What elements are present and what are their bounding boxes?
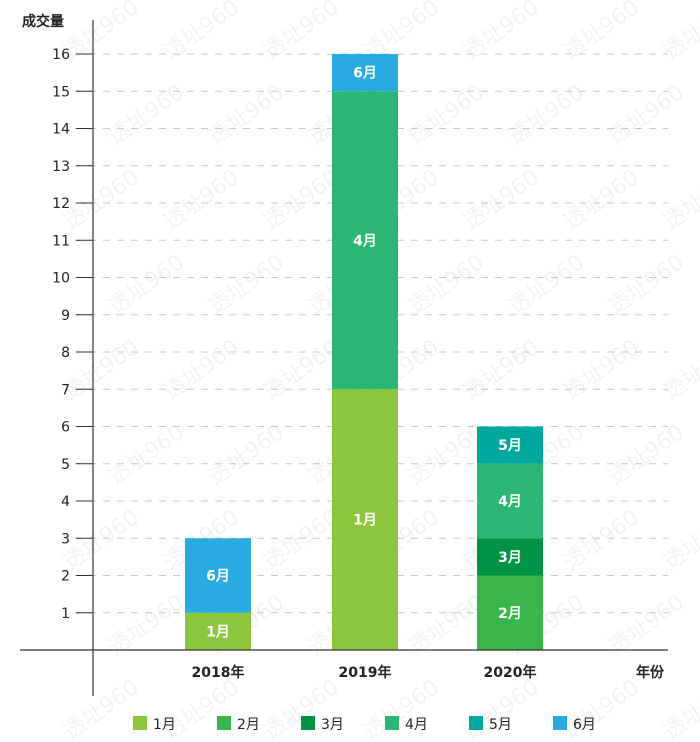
y-tick-label: 9 — [61, 308, 70, 324]
y-tick-label: 12 — [52, 196, 70, 212]
x-axis-ticks: 2018年 2019年 2020年 — [192, 664, 537, 681]
watermark-text: 透址960 — [559, 165, 644, 235]
bar-segment-label: 3月 — [498, 550, 522, 566]
y-tick-label: 5 — [61, 457, 70, 473]
y-tick-label: 6 — [61, 420, 70, 436]
bar-segment-label: 2月 — [498, 606, 522, 622]
watermark-text: 透址960 — [259, 335, 344, 405]
watermark-text: 透址960 — [404, 250, 489, 320]
legend-swatch — [301, 716, 315, 730]
watermark-text: 透址960 — [504, 80, 589, 150]
y-tick-label: 3 — [61, 531, 70, 547]
axes — [20, 20, 668, 696]
watermark-text: 透址960 — [104, 250, 189, 320]
watermark-text: 透址960 — [659, 0, 700, 65]
y-tick-label: 10 — [52, 271, 70, 287]
legend: 1月 2月 3月 4月 5月 6月 — [133, 716, 596, 733]
watermark-text: 透址960 — [259, 505, 344, 575]
watermark-text: 透址960 — [459, 335, 544, 405]
watermark-text: 透址960 — [59, 505, 144, 575]
watermark-text: 透址960 — [204, 420, 289, 490]
watermark-text: 透址960 — [559, 335, 644, 405]
bar-segment — [332, 389, 398, 650]
watermark-text: 透址960 — [159, 165, 244, 235]
watermark-text: 透址960 — [104, 420, 189, 490]
y-tick-label: 14 — [52, 122, 70, 138]
legend-swatch — [553, 716, 567, 730]
y-tick-label: 1 — [61, 606, 70, 622]
legend-label: 2月 — [237, 717, 260, 733]
watermark-text: 透址960 — [59, 0, 144, 65]
y-tick-label: 13 — [52, 159, 70, 175]
watermark-text: 透址960 — [59, 165, 144, 235]
watermark-text: 透址960 — [159, 335, 244, 405]
legend-label: 4月 — [405, 717, 428, 733]
legend-swatch — [385, 716, 399, 730]
watermark-text: 透址960 — [659, 165, 700, 235]
legend-swatch — [217, 716, 231, 730]
y-tick-label: 2 — [61, 569, 70, 585]
watermark-text: 透址960 — [559, 0, 644, 65]
bar-segment — [477, 426, 543, 464]
watermark-text: 透址960 — [659, 505, 700, 575]
legend-label: 3月 — [321, 717, 344, 733]
legend-label: 5月 — [489, 717, 512, 733]
watermark-text: 透址960 — [59, 335, 144, 405]
watermark-text: 透址960 — [659, 335, 700, 405]
legend-swatch — [133, 716, 147, 730]
y-axis-title: 成交量 — [22, 13, 64, 30]
watermark-text: 透址960 — [204, 250, 289, 320]
y-tick-label: 8 — [61, 345, 70, 361]
legend-label: 1月 — [153, 717, 176, 733]
y-tick-label: 11 — [52, 233, 70, 249]
watermark-text: 透址960 — [459, 165, 544, 235]
bar-segment-label: 5月 — [498, 438, 522, 454]
bar-segment — [477, 463, 543, 539]
bar-segment — [477, 538, 543, 576]
bar-segment-label: 6月 — [353, 66, 377, 82]
legend-label: 6月 — [573, 717, 596, 733]
watermark-text: 透址960 — [659, 675, 700, 742]
bar-segment — [185, 538, 251, 613]
x-tick-label: 2019年 — [339, 664, 392, 681]
y-tick-label: 4 — [61, 494, 70, 510]
bar-segment — [332, 54, 398, 92]
watermark-text: 透址960 — [604, 250, 689, 320]
watermark-text: 透址960 — [604, 80, 689, 150]
bar-segment-label: 1月 — [353, 513, 377, 529]
watermark-text: 透址960 — [459, 0, 544, 65]
watermark-text: 透址960 — [504, 250, 589, 320]
bar-segment — [477, 575, 543, 650]
x-tick-label: 2018年 — [192, 664, 245, 681]
x-axis-title: 年份 — [636, 664, 665, 681]
x-tick-label: 2020年 — [484, 664, 537, 681]
watermark-text: 透址960 — [104, 80, 189, 150]
watermark-text: 透址960 — [204, 80, 289, 150]
bar-segment — [332, 91, 398, 390]
bar-segment-label: 1月 — [206, 624, 230, 640]
bar-segment-label: 4月 — [498, 494, 522, 510]
y-tick-label: 7 — [61, 382, 70, 398]
watermark-text: 透址960 — [559, 505, 644, 575]
watermark-text: 透址960 — [404, 420, 489, 490]
bars: 1月 6月 1月 4月 6月 2月 3月 4月 5月 — [185, 54, 543, 650]
y-tick-label: 15 — [52, 84, 70, 100]
watermark-text: 透址960 — [604, 420, 689, 490]
watermark-text: 透址960 — [404, 80, 489, 150]
bar-segment-label: 6月 — [206, 569, 230, 585]
bar-segment-label: 4月 — [353, 233, 377, 249]
watermark-text: 透址960 — [259, 165, 344, 235]
watermark-text: 透址960 — [359, 675, 444, 742]
bar-segment — [185, 612, 251, 650]
watermark-text: 透址960 — [559, 675, 644, 742]
legend-swatch — [469, 716, 483, 730]
watermark-text: 透址960 — [259, 0, 344, 65]
watermark-text: 透址960 — [59, 675, 144, 742]
watermark-text: 透址960 — [159, 0, 244, 65]
y-tick-label: 16 — [52, 47, 70, 63]
